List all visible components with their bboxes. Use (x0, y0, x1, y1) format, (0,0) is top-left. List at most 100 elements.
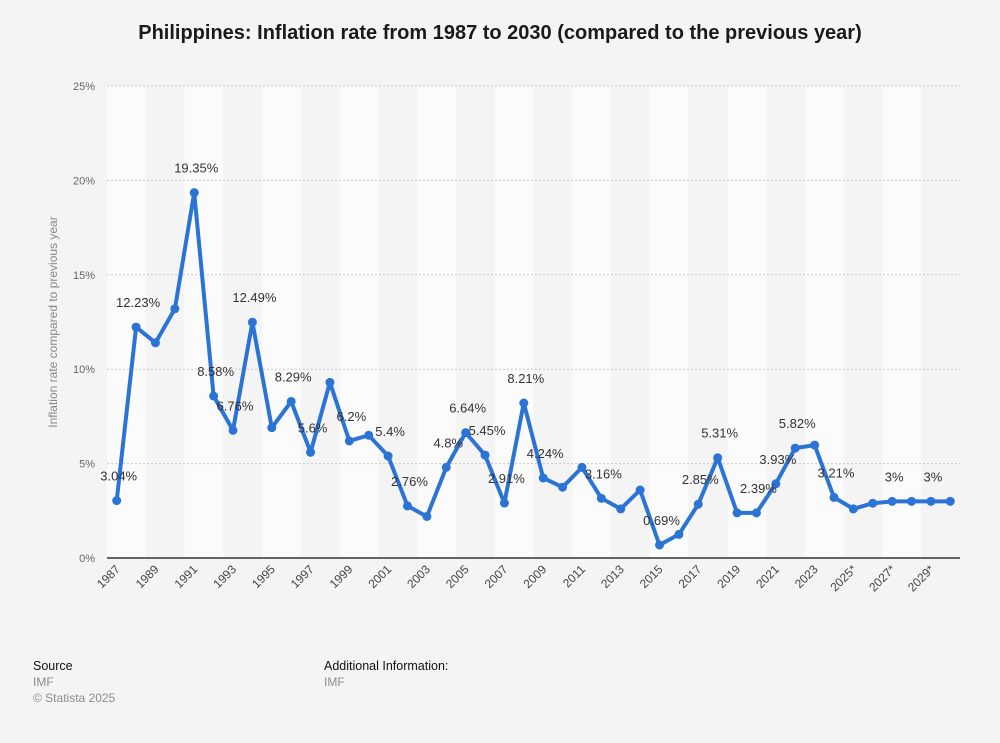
data-label: 4.24% (527, 446, 564, 461)
data-point (868, 498, 878, 508)
data-label: 4.8% (433, 435, 463, 450)
data-point (150, 338, 160, 348)
data-label: 2.39% (740, 481, 777, 496)
y-tick-label: 20% (73, 175, 95, 187)
data-point (810, 440, 820, 450)
data-point (616, 504, 626, 514)
x-tick-label: 1989 (133, 562, 162, 591)
data-point (926, 496, 936, 506)
data-label: 3.21% (818, 465, 855, 480)
x-tick-label: 2021 (753, 562, 782, 591)
x-tick-label: 1987 (94, 562, 123, 591)
data-label: 5.4% (375, 424, 405, 439)
column-band (804, 86, 844, 558)
data-point (751, 508, 761, 518)
x-tick-label: 2005 (443, 562, 472, 591)
y-tick-label: 10% (73, 364, 95, 376)
source-heading: Source (33, 659, 73, 673)
column-band (184, 86, 224, 558)
data-point (112, 496, 122, 506)
data-point (170, 304, 180, 314)
data-point (558, 482, 568, 492)
data-point (247, 317, 257, 327)
y-tick-label: 25% (73, 81, 95, 93)
x-tick-label: 1999 (327, 562, 356, 591)
data-point (499, 498, 509, 508)
x-tick-label: 2007 (482, 562, 511, 591)
data-label: 5.82% (779, 416, 816, 431)
data-point (771, 479, 781, 489)
data-point (267, 423, 277, 433)
x-tick-label: 2029* (905, 562, 937, 594)
data-point (383, 451, 393, 461)
additional-info-heading[interactable]: Additional Information: (324, 659, 449, 673)
data-point (325, 377, 335, 387)
data-label: 0.69% (643, 513, 680, 528)
data-label: 2.91% (488, 471, 525, 486)
column-band (107, 86, 146, 558)
y-tick-label: 15% (73, 270, 95, 282)
column-band (262, 86, 301, 558)
data-point (422, 511, 432, 521)
data-point (344, 436, 354, 446)
data-point (441, 462, 451, 472)
data-point (829, 492, 839, 502)
x-tick-label: 2015 (637, 562, 666, 591)
data-label: 3.16% (585, 466, 622, 481)
data-label: 6.2% (337, 409, 367, 424)
data-point (364, 430, 374, 440)
additional-info-value: IMF (324, 675, 345, 689)
x-tick-label: 2009 (521, 562, 550, 591)
data-point (538, 473, 548, 483)
data-label: 3.04% (100, 469, 137, 484)
data-point (402, 501, 412, 511)
source-value[interactable]: IMF (33, 675, 54, 689)
x-tick-label: 2013 (598, 562, 627, 591)
x-tick-label: 1993 (210, 562, 239, 591)
data-point (945, 496, 955, 506)
data-point (674, 529, 684, 539)
data-point (655, 540, 665, 550)
data-label: 2.76% (391, 474, 428, 489)
data-point (887, 496, 897, 506)
data-point (519, 398, 529, 408)
x-tick-label: 2001 (365, 562, 394, 591)
x-tick-label: 2023 (792, 562, 821, 591)
data-label: 8.29% (275, 369, 312, 384)
y-axis-title: Inflation rate compared to previous year (46, 216, 60, 427)
x-tick-label: 1997 (288, 562, 317, 591)
data-label: 19.35% (174, 161, 219, 176)
x-tick-label: 1991 (172, 562, 201, 591)
data-point (209, 391, 219, 401)
column-band (882, 86, 922, 558)
data-point (480, 450, 490, 460)
x-tick-label: 2017 (676, 562, 705, 591)
inflation-line-chart: 0% 5% 10% 15% 20% 25% 1987 1989 1991 1993 1995 1997… (46, 81, 960, 594)
x-tick-label: 2025* (827, 562, 859, 594)
data-point (461, 428, 471, 438)
data-label: 8.58% (197, 364, 234, 379)
data-point (907, 496, 917, 506)
column-band (572, 86, 612, 558)
data-label: 3.93% (759, 452, 796, 467)
data-label: 6.64% (449, 401, 486, 416)
data-point (228, 425, 238, 435)
data-label: 3% (885, 469, 904, 484)
source-block: Source IMF © Statista 2025 (33, 658, 115, 706)
data-point (848, 504, 858, 514)
data-label: 5.6% (298, 420, 328, 435)
data-label: 5.45% (469, 423, 506, 438)
data-label: 8.21% (507, 371, 544, 386)
x-tick-label: 2011 (560, 562, 588, 590)
x-tick-label: 1995 (249, 562, 278, 591)
y-tick-label: 0% (79, 553, 95, 565)
data-point (306, 447, 316, 457)
data-point (189, 188, 199, 198)
data-point (131, 322, 141, 332)
data-label: 6.76% (217, 398, 254, 413)
additional-info-block: Additional Information: IMF (324, 658, 448, 690)
x-tick-label: 2019 (714, 562, 743, 591)
data-label: 2.85% (682, 472, 719, 487)
data-point (790, 443, 800, 453)
column-band (417, 86, 456, 558)
